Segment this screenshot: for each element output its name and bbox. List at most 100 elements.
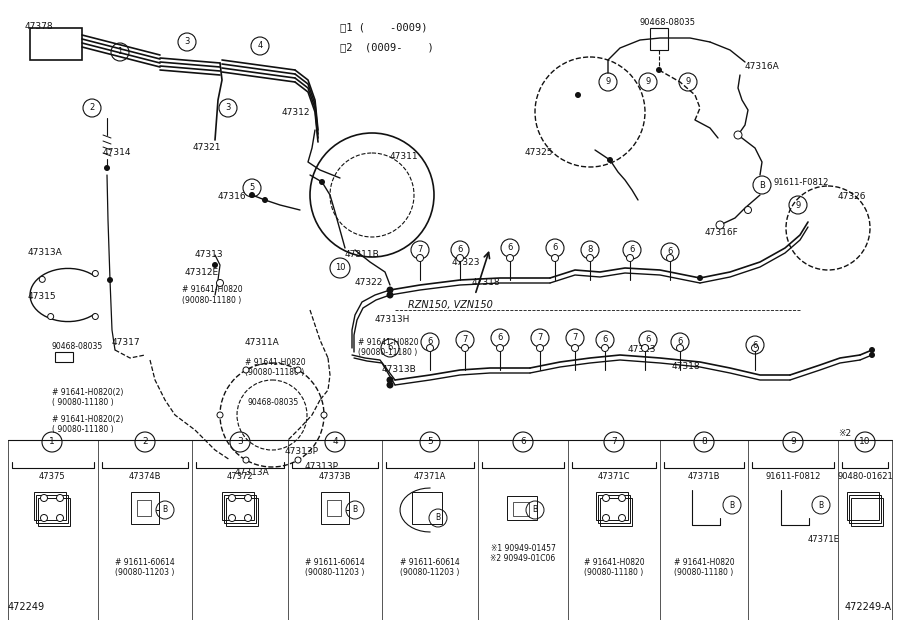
Text: 47321: 47321 (193, 143, 221, 152)
Circle shape (40, 277, 45, 282)
Text: B: B (729, 500, 734, 510)
Bar (321, 492, 349, 524)
Text: 47318: 47318 (672, 362, 700, 371)
Text: 6: 6 (667, 247, 672, 257)
Circle shape (212, 262, 218, 268)
Text: B: B (353, 505, 357, 515)
Circle shape (536, 345, 544, 352)
Text: 47378: 47378 (25, 22, 54, 31)
Text: 10: 10 (860, 438, 871, 446)
Bar (598, 495, 630, 523)
Text: 47313P: 47313P (285, 447, 319, 456)
Text: 4: 4 (257, 42, 263, 50)
Text: 6: 6 (508, 244, 513, 252)
Circle shape (734, 131, 742, 139)
Text: 90468-08035: 90468-08035 (248, 398, 299, 407)
Circle shape (618, 495, 626, 502)
Circle shape (752, 345, 759, 352)
Text: 47313A: 47313A (28, 248, 63, 257)
Circle shape (677, 345, 683, 352)
Circle shape (229, 495, 236, 502)
Circle shape (93, 270, 98, 277)
Text: # 91641-H0820: # 91641-H0820 (584, 558, 644, 567)
Text: (90080-11180 ): (90080-11180 ) (584, 568, 644, 577)
Bar (34, 492, 66, 520)
Circle shape (243, 367, 249, 373)
Text: 47316: 47316 (218, 192, 247, 201)
Text: B: B (818, 500, 824, 510)
Text: B: B (533, 505, 537, 515)
Text: 47314: 47314 (103, 148, 131, 157)
Bar (847, 492, 879, 520)
Text: ※2  (0009-    ): ※2 (0009- ) (340, 42, 434, 52)
Text: RZN150, VZN150: RZN150, VZN150 (408, 300, 493, 310)
Bar (513, 502, 529, 516)
Text: ※2 90949-01C06: ※2 90949-01C06 (491, 554, 555, 563)
Text: 2: 2 (89, 104, 94, 112)
Circle shape (386, 376, 393, 384)
Text: # 91641-H0820: # 91641-H0820 (674, 558, 734, 567)
Bar (507, 496, 537, 520)
Text: B: B (436, 513, 441, 523)
Circle shape (262, 197, 268, 203)
Bar (137, 500, 151, 516)
Circle shape (243, 457, 249, 463)
Circle shape (217, 280, 223, 286)
Text: 6: 6 (645, 335, 651, 345)
Text: 1: 1 (50, 438, 55, 446)
Text: 90480-01621: 90480-01621 (837, 472, 893, 481)
Circle shape (607, 157, 613, 163)
Circle shape (626, 254, 634, 262)
Text: 47316A: 47316A (745, 62, 779, 71)
Text: 7: 7 (537, 334, 543, 342)
Text: 47371A: 47371A (414, 472, 446, 481)
Text: (90080-11203 ): (90080-11203 ) (115, 568, 175, 577)
Circle shape (602, 495, 609, 502)
Circle shape (57, 515, 64, 521)
Text: 91611-F0812: 91611-F0812 (765, 472, 821, 481)
Text: 6: 6 (387, 343, 392, 353)
Text: 6: 6 (520, 438, 526, 446)
Text: # 91611-60614: # 91611-60614 (400, 558, 460, 567)
Circle shape (601, 345, 608, 352)
Circle shape (104, 165, 110, 171)
Circle shape (245, 495, 251, 502)
Text: # 91641-H0820(2): # 91641-H0820(2) (52, 388, 123, 397)
Text: ※2: ※2 (838, 429, 851, 438)
Bar (596, 492, 628, 520)
Text: B: B (759, 180, 765, 190)
Bar (327, 500, 341, 516)
Text: 3: 3 (184, 37, 190, 46)
Circle shape (462, 345, 469, 352)
Text: # 91641-H0820: # 91641-H0820 (245, 358, 306, 367)
Text: 47371C: 47371C (598, 472, 630, 481)
Text: 90468-08035: 90468-08035 (640, 18, 696, 27)
Text: 47313P: 47313P (305, 462, 339, 471)
Bar (36, 495, 68, 523)
Text: 7: 7 (572, 334, 578, 342)
Circle shape (575, 92, 581, 98)
Text: # 91641-H0820: # 91641-H0820 (358, 338, 419, 347)
Text: ※1 (    -0009): ※1 ( -0009) (340, 22, 428, 32)
Circle shape (417, 254, 424, 262)
Text: 47312: 47312 (282, 108, 310, 117)
Text: 47373B: 47373B (319, 472, 351, 481)
Circle shape (744, 206, 752, 213)
Text: 47317: 47317 (112, 338, 140, 347)
Circle shape (229, 515, 236, 521)
Bar (226, 498, 258, 526)
Text: 47375: 47375 (39, 472, 66, 481)
Circle shape (656, 67, 662, 73)
Text: 47323: 47323 (628, 345, 656, 354)
Circle shape (587, 254, 593, 262)
Text: (90080-11180 ): (90080-11180 ) (358, 348, 418, 357)
Text: 90468-08035: 90468-08035 (52, 342, 104, 351)
Circle shape (642, 345, 649, 352)
Text: # 91611-60614: # 91611-60614 (305, 558, 364, 567)
Circle shape (321, 412, 327, 418)
Text: 47374B: 47374B (129, 472, 161, 481)
Text: # 91611-60614: # 91611-60614 (115, 558, 175, 567)
Text: ( 90080-11180 ): ( 90080-11180 ) (52, 398, 113, 407)
Circle shape (697, 275, 703, 281)
Text: 472249: 472249 (8, 602, 45, 612)
